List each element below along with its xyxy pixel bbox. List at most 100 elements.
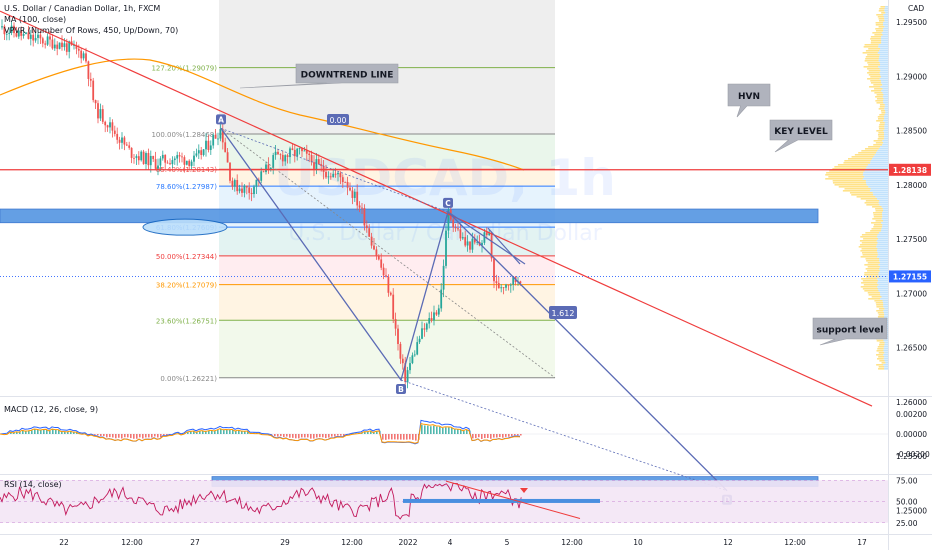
candle-body[interactable] [17, 30, 20, 37]
candle-body[interactable] [483, 232, 486, 243]
candle-body[interactable] [461, 237, 464, 239]
candle-body[interactable] [440, 289, 443, 309]
candle-body[interactable] [382, 267, 385, 276]
support-level-callout[interactable] [812, 317, 888, 346]
candle-body[interactable] [116, 133, 119, 140]
candle-body[interactable] [248, 187, 251, 193]
candle-body[interactable] [214, 134, 217, 139]
candle-body[interactable] [452, 219, 455, 228]
candle-body[interactable] [277, 151, 279, 155]
abcd-pattern[interactable] [220, 127, 728, 492]
candle-body[interactable] [329, 176, 332, 178]
candle-body[interactable] [500, 287, 503, 289]
candle-body[interactable] [111, 122, 114, 131]
candle-body[interactable] [73, 45, 75, 46]
candle-body[interactable] [212, 134, 215, 146]
candle-body[interactable] [310, 155, 313, 163]
candle-body[interactable] [109, 122, 111, 128]
candle-body[interactable] [51, 39, 54, 49]
candle-body[interactable] [296, 148, 299, 157]
candle-body[interactable] [471, 238, 474, 250]
candle-body[interactable] [495, 281, 498, 284]
candle-body[interactable] [327, 176, 330, 178]
candle-body[interactable] [101, 109, 104, 122]
candle-body[interactable] [363, 207, 366, 226]
candle-body[interactable] [1, 26, 3, 28]
candle-body[interactable] [289, 148, 291, 158]
candle-body[interactable] [176, 155, 179, 159]
candle-body[interactable] [92, 80, 95, 101]
key-level-callout[interactable] [769, 119, 833, 153]
candle-body[interactable] [75, 45, 78, 49]
rsi-level-zone[interactable] [403, 498, 600, 503]
candle-body[interactable] [197, 150, 200, 154]
candle-body[interactable] [104, 121, 107, 126]
candle-body[interactable] [164, 154, 167, 163]
candle-body[interactable] [457, 228, 459, 230]
candle-body[interactable] [505, 284, 507, 288]
candle-body[interactable] [308, 153, 311, 156]
candle-body[interactable] [346, 182, 349, 188]
candle-body[interactable] [25, 32, 27, 34]
candle-body[interactable] [269, 167, 272, 170]
candle-body[interactable] [243, 185, 246, 193]
candle-body[interactable] [15, 33, 18, 37]
candle-body[interactable] [293, 149, 296, 157]
candle-body[interactable] [99, 109, 102, 119]
candle-body[interactable] [442, 265, 445, 290]
candle-body[interactable] [161, 154, 164, 159]
candle-body[interactable] [274, 151, 277, 156]
candle-body[interactable] [298, 148, 301, 149]
candle-body[interactable] [368, 228, 371, 237]
candle-body[interactable] [447, 209, 450, 231]
candle-body[interactable] [221, 129, 224, 143]
candle-body[interactable] [147, 153, 150, 166]
candle-body[interactable] [56, 44, 59, 49]
candle-body[interactable] [125, 144, 128, 146]
candle-body[interactable] [262, 171, 265, 173]
candle-body[interactable] [217, 138, 219, 140]
candle-body[interactable] [303, 150, 306, 152]
candle-body[interactable] [5, 33, 8, 35]
candle-body[interactable] [435, 312, 438, 315]
candle-body[interactable] [142, 151, 145, 165]
candle-body[interactable] [173, 158, 176, 161]
candle-body[interactable] [231, 180, 234, 187]
candle-body[interactable] [229, 162, 231, 181]
candle-body[interactable] [385, 275, 387, 277]
candle-body[interactable] [87, 61, 90, 79]
candle-body[interactable] [205, 140, 207, 150]
candle-body[interactable] [202, 149, 205, 155]
candle-body[interactable] [351, 190, 354, 198]
candle-body[interactable] [133, 157, 135, 159]
candle-body[interactable] [373, 245, 375, 250]
candle-body[interactable] [317, 159, 320, 165]
candle-body[interactable] [459, 229, 462, 239]
candle-body[interactable] [68, 41, 71, 52]
candle-body[interactable] [145, 153, 147, 165]
candle-body[interactable] [140, 151, 143, 161]
point-badge-c[interactable] [443, 197, 453, 208]
candle-body[interactable] [344, 182, 347, 183]
candle-body[interactable] [418, 338, 421, 343]
candle-body[interactable] [224, 142, 227, 153]
point-badge-a[interactable] [216, 114, 226, 125]
candle-body[interactable] [185, 160, 188, 165]
candle-body[interactable] [481, 242, 483, 246]
candle-body[interactable] [349, 187, 351, 191]
candle-body[interactable] [485, 232, 488, 236]
candle-body[interactable] [63, 43, 66, 48]
candle-body[interactable] [433, 312, 435, 321]
candle-body[interactable] [207, 140, 210, 150]
candle-body[interactable] [265, 164, 267, 173]
candle-body[interactable] [476, 242, 479, 243]
candle-body[interactable] [130, 147, 133, 158]
candle-body[interactable] [519, 281, 522, 284]
candle-body[interactable] [377, 255, 380, 260]
candle-body[interactable] [219, 129, 222, 139]
candle-body[interactable] [493, 258, 495, 282]
candle-body[interactable] [209, 145, 212, 150]
candle-body[interactable] [53, 44, 56, 49]
candle-body[interactable] [226, 152, 229, 163]
